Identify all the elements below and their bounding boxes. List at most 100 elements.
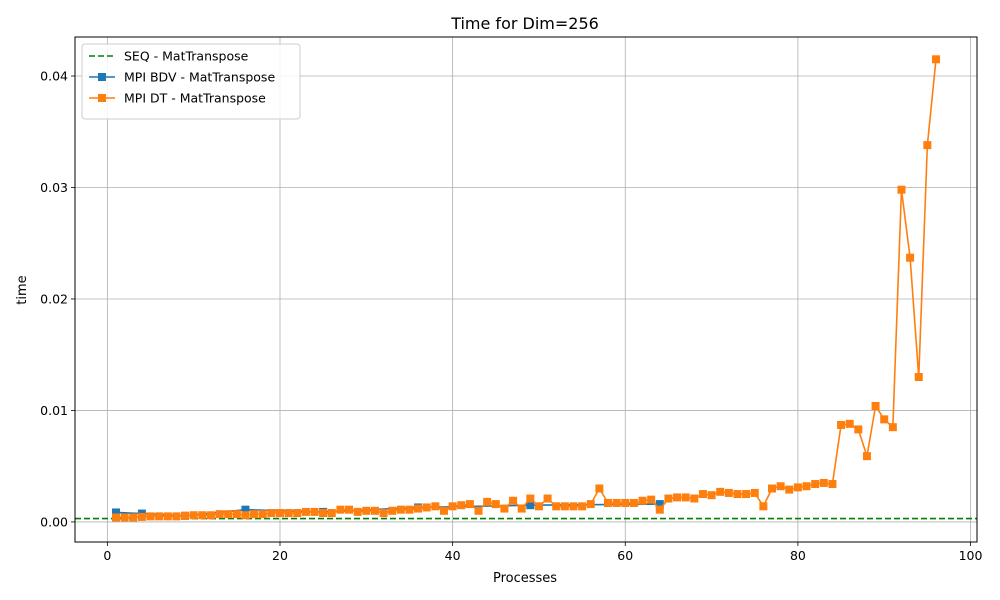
- series-3: [112, 55, 940, 522]
- data-point: [491, 500, 500, 509]
- data-point: [258, 510, 267, 519]
- data-point: [655, 500, 664, 509]
- data-point: [604, 498, 612, 507]
- data-point: [906, 253, 915, 262]
- data-point: [612, 498, 621, 507]
- data-point: [405, 505, 414, 514]
- data-point: [621, 498, 630, 507]
- legend-label: MPI DT - MatTranspose: [124, 91, 266, 106]
- data-point: [206, 511, 215, 520]
- data-point: [698, 490, 707, 499]
- data-point: [552, 502, 561, 511]
- data-point: [785, 485, 794, 494]
- legend-item: MPI BDV - MatTranspose: [89, 70, 275, 85]
- data-point: [716, 487, 725, 496]
- data-point: [163, 512, 172, 521]
- data-point: [137, 512, 146, 521]
- legend-marker: [98, 94, 106, 102]
- data-point: [293, 509, 302, 518]
- data-point: [353, 507, 362, 516]
- y-tick-label: 0.00: [40, 514, 68, 529]
- data-point: [776, 482, 785, 491]
- x-tick-label: 80: [790, 548, 806, 563]
- data-point: [586, 500, 595, 509]
- legend-label: SEQ - MatTranspose: [124, 49, 249, 64]
- data-point: [517, 504, 526, 513]
- data-point: [440, 506, 448, 515]
- data-point: [828, 480, 837, 489]
- x-tick-label: 100: [959, 548, 983, 563]
- data-point: [526, 501, 535, 510]
- data-point: [155, 512, 164, 521]
- data-point: [750, 488, 759, 497]
- data-point: [276, 509, 284, 518]
- y-axis-label: time: [15, 275, 30, 304]
- data-point: [655, 505, 664, 514]
- data-point: [880, 415, 889, 424]
- data-point: [871, 401, 880, 410]
- data-point: [189, 511, 198, 520]
- y-tick-label: 0.02: [40, 291, 68, 306]
- legend-box: [81, 43, 301, 120]
- data-point: [845, 419, 854, 428]
- grid: [75, 37, 977, 542]
- data-point: [146, 512, 155, 521]
- data-point: [474, 506, 483, 515]
- data-point: [647, 495, 656, 504]
- data-point: [500, 504, 509, 513]
- data-point: [569, 502, 578, 511]
- x-tick-label: 60: [617, 548, 633, 563]
- data-point: [241, 511, 250, 520]
- data-point: [595, 484, 604, 493]
- y-tick-label: 0.03: [40, 180, 68, 195]
- data-point: [888, 423, 897, 432]
- data-point: [811, 480, 820, 489]
- data-point: [267, 509, 276, 518]
- data-point: [181, 511, 190, 520]
- data-point: [172, 512, 181, 521]
- data-point: [629, 498, 638, 507]
- data-point: [379, 509, 388, 518]
- data-point: [707, 491, 716, 500]
- data-point: [664, 494, 673, 503]
- y-tick-label: 0.04: [40, 69, 68, 84]
- data-point: [733, 490, 742, 499]
- data-point: [690, 494, 699, 503]
- x-tick-label: 40: [445, 548, 461, 563]
- data-point: [345, 505, 354, 514]
- legend-marker: [98, 73, 106, 81]
- data-point: [742, 490, 751, 499]
- data-point: [388, 506, 397, 515]
- data-point: [681, 493, 690, 502]
- data-point: [526, 494, 535, 503]
- x-tick-label: 20: [272, 548, 288, 563]
- ticks: 0 20 40 60 80 100 0.00 0.01 0.02 0.03 0.04: [40, 69, 982, 563]
- data-point: [509, 496, 518, 505]
- data-point: [837, 420, 846, 429]
- data-point: [793, 483, 802, 492]
- data-point: [396, 505, 405, 514]
- data-point: [768, 484, 776, 493]
- data-point: [862, 452, 871, 461]
- data-point: [457, 501, 466, 510]
- data-point: [319, 509, 328, 518]
- data-point: [759, 502, 768, 511]
- data-point: [578, 502, 587, 511]
- legend-label: MPI BDV - MatTranspose: [124, 70, 275, 85]
- data-point: [483, 497, 492, 506]
- data-point: [370, 506, 379, 515]
- data-point: [336, 505, 345, 514]
- legend: SEQ - MatTranspose MPI BDV - MatTranspose…: [81, 43, 301, 120]
- data-point: [724, 488, 733, 497]
- data-point: [448, 502, 457, 511]
- plot-frame: [74, 36, 978, 543]
- data-point: [224, 510, 233, 519]
- data-point: [923, 141, 932, 150]
- data-point: [534, 502, 543, 511]
- data-point: [422, 503, 431, 512]
- x-axis-label: Processes: [493, 571, 557, 586]
- data-point: [241, 505, 250, 514]
- chart-title: Time for Dim=256: [450, 14, 599, 33]
- data-point: [232, 510, 241, 519]
